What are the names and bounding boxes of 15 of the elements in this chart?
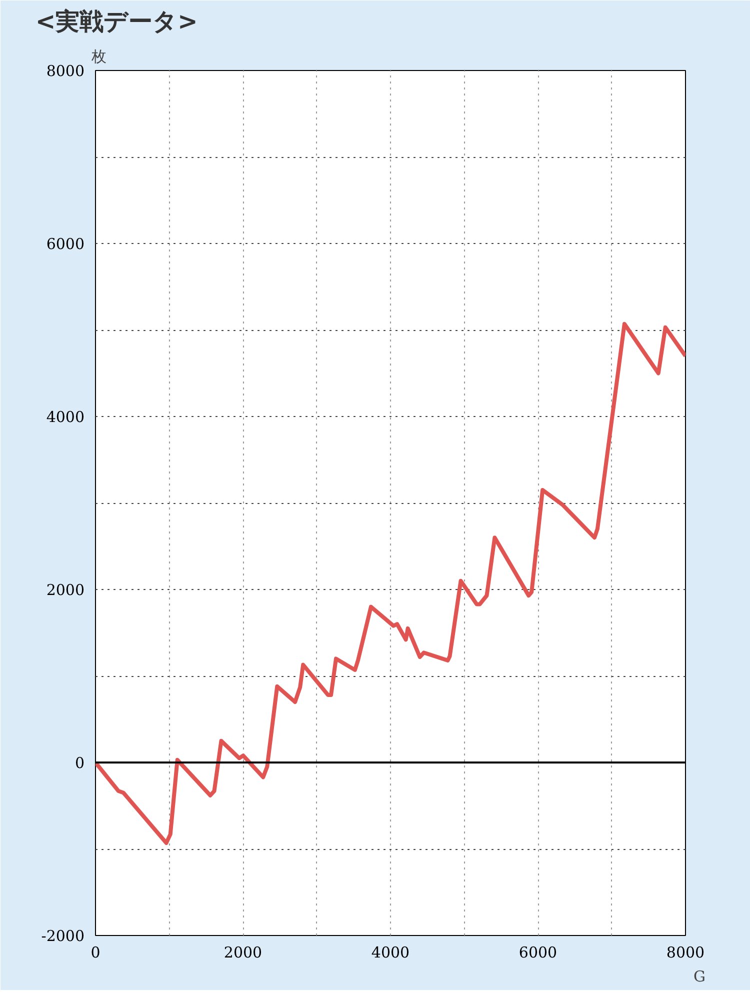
x-tick-label: 6000 bbox=[518, 944, 558, 962]
y-tick-label: 6000 bbox=[46, 235, 85, 253]
x-tick-label: 8000 bbox=[666, 944, 705, 962]
chart-title: <実戦データ> bbox=[36, 8, 198, 36]
line-series bbox=[96, 322, 686, 845]
y-axis-title: 枚 bbox=[90, 48, 106, 66]
x-axis-title: G bbox=[694, 968, 706, 986]
y-tick-label: 4000 bbox=[46, 408, 85, 426]
x-tick-label: 4000 bbox=[371, 944, 410, 962]
y-tick-label: 2000 bbox=[46, 581, 85, 599]
x-tick-label: 0 bbox=[90, 944, 100, 962]
y-tick-label: 8000 bbox=[46, 62, 85, 80]
y-tick-label: -2000 bbox=[41, 927, 85, 945]
y-tick-label: 0 bbox=[74, 754, 85, 772]
x-tick-label: 2000 bbox=[224, 944, 262, 962]
